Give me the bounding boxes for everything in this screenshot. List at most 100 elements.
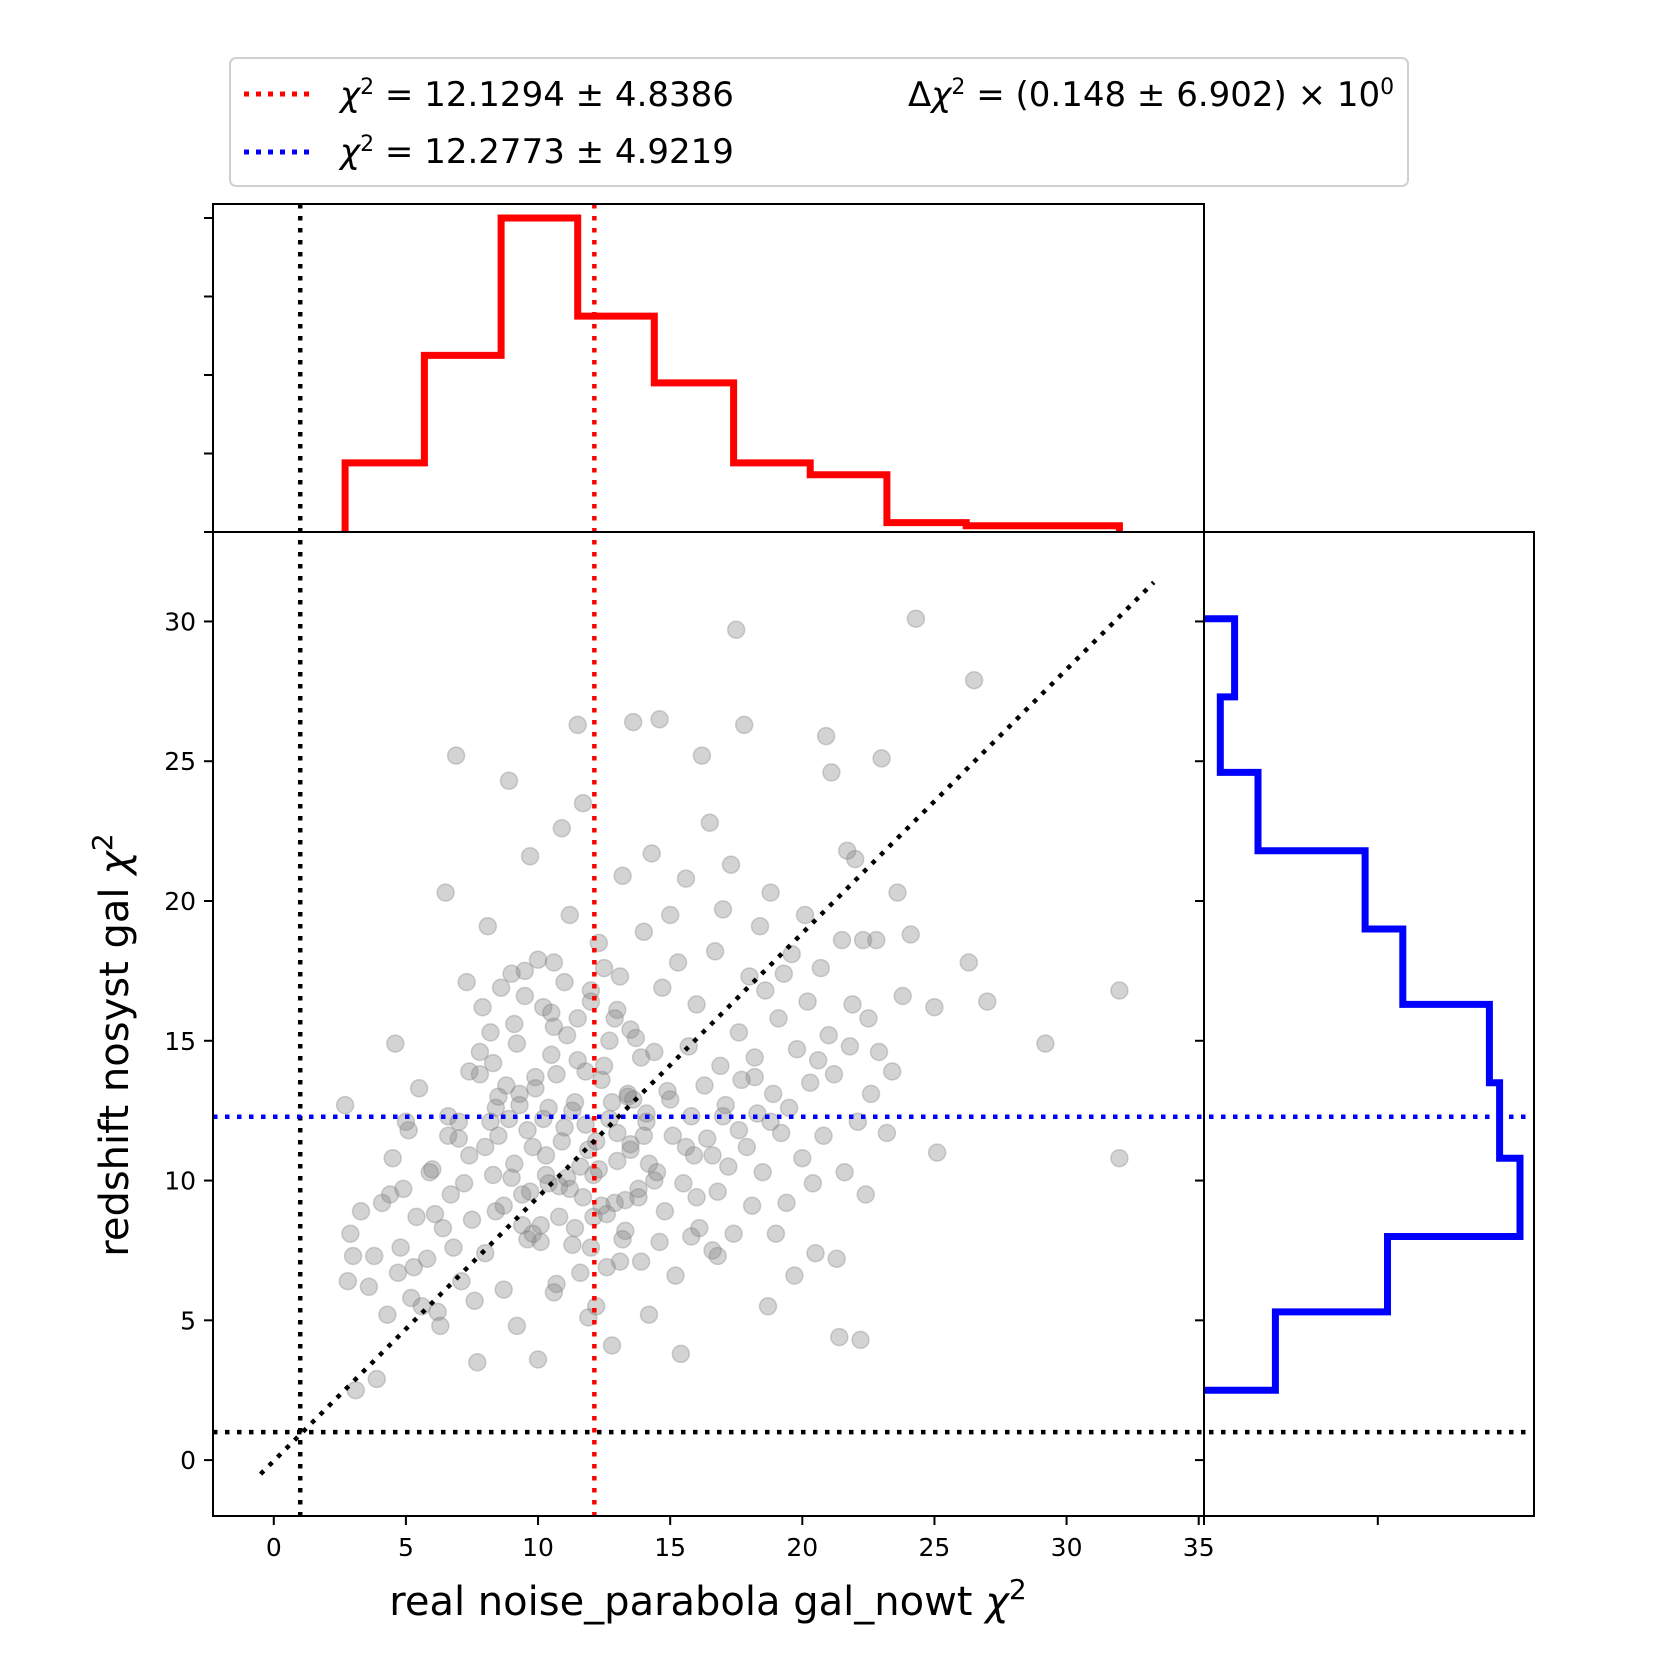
scatter-point (782, 944, 801, 964)
scatter-point (708, 1246, 727, 1266)
scatter-point (372, 1193, 392, 1213)
scatter-point (1036, 1034, 1055, 1053)
scatter-point (851, 1330, 870, 1350)
one-to-one-line (258, 580, 1156, 1476)
scatter-point (761, 1112, 780, 1132)
scatter-point (560, 905, 580, 925)
scatter-point (594, 958, 614, 978)
scatter-point (925, 997, 944, 1017)
scatter-point (763, 1084, 783, 1104)
scatter-point (634, 1126, 654, 1146)
scatter-point (840, 1037, 860, 1056)
scatter-point (639, 1154, 659, 1174)
scatter-point (581, 992, 601, 1011)
scatter-point (756, 981, 775, 1000)
scatter-point (610, 1252, 630, 1271)
scatter-point (502, 964, 521, 983)
scatter-point (542, 1003, 561, 1023)
scatter-point (816, 726, 836, 746)
scatter-point (436, 883, 455, 902)
scatter-point (481, 1023, 500, 1042)
scatter-point (531, 1216, 550, 1235)
scatter-point (758, 1297, 778, 1316)
scatter-point (832, 930, 852, 950)
x-tick-label: 35 (1183, 1533, 1215, 1562)
scatter-point (602, 1093, 622, 1112)
scatter-point (613, 866, 632, 886)
scatter-point (674, 1174, 693, 1193)
scatter-point (745, 1067, 764, 1087)
scatter-point (431, 1316, 450, 1336)
scatter-point (663, 1126, 683, 1146)
scatter-point (486, 1098, 506, 1118)
scatter-point (526, 1067, 545, 1087)
scatter-point (557, 1025, 577, 1045)
scatter-point (597, 1257, 617, 1277)
scatter-point (528, 950, 548, 969)
scatter-point (571, 1157, 590, 1176)
legend-blue-label: χ2 = 12.2773 ± 4.9219 (338, 132, 734, 173)
scatter-point (853, 930, 873, 950)
x-tick-label: 25 (919, 1533, 951, 1562)
scatter-point (499, 771, 519, 791)
scatter-point (623, 712, 643, 732)
y-tick-label: 20 (164, 887, 196, 916)
scatter-point (573, 793, 593, 813)
scatter-point (671, 1344, 691, 1364)
scatter-point (647, 1162, 667, 1182)
right-histogram (1204, 615, 1524, 1394)
scatter-point (777, 1193, 796, 1213)
scatter-point (412, 1297, 432, 1316)
scatter-point (494, 1196, 513, 1215)
y-tick-label: 5 (180, 1306, 196, 1335)
scatter-point (438, 1126, 458, 1146)
scatter-point (618, 1084, 638, 1104)
axis-frames (212, 203, 1535, 1517)
scatter-point (819, 1025, 838, 1045)
scatter-point (676, 1137, 696, 1157)
scatter-point (867, 930, 886, 950)
scatter-point (528, 1350, 548, 1369)
scatter-point (726, 620, 746, 640)
scatter-point (549, 1207, 569, 1227)
scatter-point (563, 1101, 582, 1120)
scatter-point (594, 1056, 614, 1076)
scatter-point (394, 1179, 413, 1199)
scatter-point (481, 1112, 500, 1132)
scatter-point (621, 1020, 640, 1039)
tick-marks: 0 5 10 15 20 25 30 35 0 5 10 15 20 25 30 (164, 217, 1379, 1562)
scatter-point (512, 1216, 532, 1235)
scatter-point (882, 1062, 902, 1081)
scatter-point (631, 1048, 651, 1067)
scatter-point (869, 1042, 889, 1062)
scatter-point (822, 763, 841, 782)
scatter-point (600, 1031, 619, 1051)
scatter-point (565, 1218, 585, 1238)
scatter-point (420, 1162, 439, 1182)
scatter-point (523, 1224, 543, 1243)
scatter-point (927, 1143, 947, 1162)
scatter-point (837, 841, 857, 860)
scatter-point (687, 995, 706, 1014)
scatter-point (637, 1104, 656, 1123)
scatter-point (505, 1154, 524, 1174)
scatter-point (724, 1224, 743, 1243)
x-tick-label: 20 (786, 1533, 818, 1562)
scatter-point (515, 961, 535, 981)
scatter-point (705, 942, 725, 961)
scatter-point (610, 967, 630, 986)
scatter-point (449, 1129, 469, 1148)
legend-red-label: χ2 = 12.1294 ± 4.8386 (338, 75, 734, 116)
scatter-point (536, 1165, 556, 1185)
scatter-point (502, 1168, 521, 1188)
scatter-point (534, 997, 553, 1017)
scatter-point (629, 1179, 648, 1199)
scatter-point (626, 1028, 646, 1048)
scatter-point (711, 1056, 730, 1076)
scatter-point (682, 1227, 701, 1246)
scatter-point (544, 1017, 564, 1037)
scatter-point (668, 953, 688, 972)
scatter-point (658, 1081, 677, 1101)
scatter-point (1110, 981, 1129, 1000)
scatter-point (732, 1070, 751, 1090)
